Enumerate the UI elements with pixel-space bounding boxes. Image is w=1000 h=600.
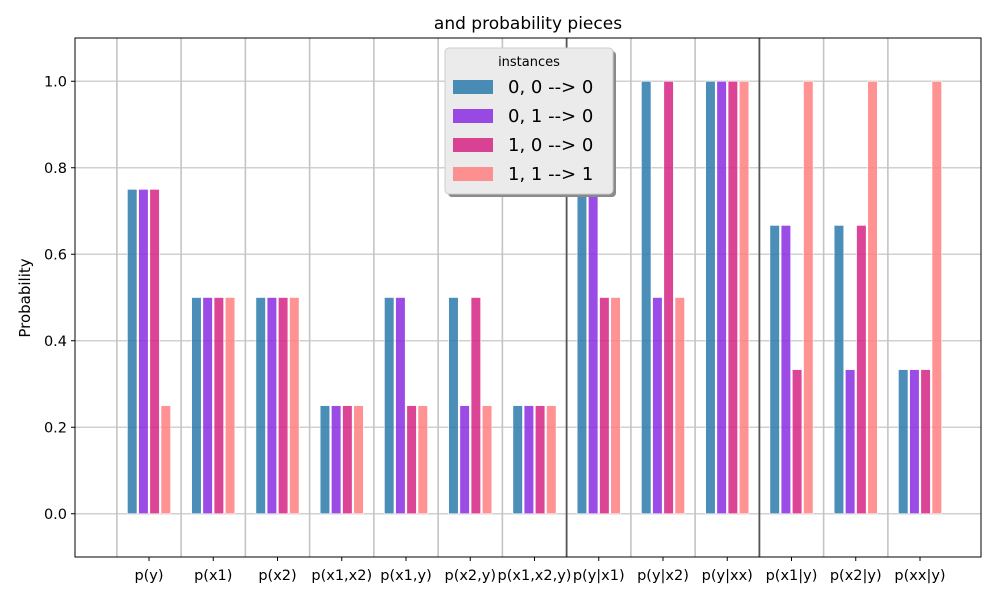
y-ticks-layer: 0.0 0.2 0.4 0.6 0.8 1.0 xyxy=(44,74,75,523)
bar-s3-c1 xyxy=(224,297,236,515)
x-tick-label-12: p(xx|y) xyxy=(894,568,945,584)
legend-label-1: 0, 1 --> 0 xyxy=(508,106,593,127)
bar-s3-c8 xyxy=(674,297,685,515)
plot-frame xyxy=(74,37,982,558)
x-tick-label-0: p(y) xyxy=(134,568,163,584)
bar-s3-c12 xyxy=(931,80,942,515)
bar-s1-c6 xyxy=(523,405,534,515)
bar-s2-c11 xyxy=(856,225,867,515)
bar-s0-c5 xyxy=(448,297,459,515)
bar-s1-c12 xyxy=(909,369,920,515)
legend-title: instances xyxy=(498,55,560,70)
legend-label-0: 0, 0 --> 0 xyxy=(508,77,593,98)
legend-label-3: 1, 1 --> 1 xyxy=(508,164,593,185)
legend-label-2: 1, 0 --> 0 xyxy=(508,135,593,156)
x-tick-label-7: p(y|x1) xyxy=(573,568,625,584)
bar-s2-c7 xyxy=(599,297,610,515)
bar-s3-c9 xyxy=(738,80,750,515)
chart-title: and probability pieces xyxy=(434,14,622,34)
bar-s3-c3 xyxy=(353,405,364,515)
y-tick-label-0: 0.0 xyxy=(44,507,67,523)
bar-s3-c10 xyxy=(803,80,814,515)
legend-swatch-0 xyxy=(453,80,493,94)
bar-s0-c12 xyxy=(898,369,909,515)
bar-s2-c8 xyxy=(663,80,674,515)
x-tick-label-9: p(y|xx) xyxy=(702,568,753,584)
bar-s2-c0 xyxy=(149,189,160,515)
x-tick-label-11: p(x2|y) xyxy=(830,568,882,584)
y-tick-label-1: 0.2 xyxy=(44,420,67,436)
bar-s1-c0 xyxy=(138,189,149,515)
bar-s2-c10 xyxy=(791,369,803,515)
bar-s1-c10 xyxy=(780,225,791,515)
bar-s2-c9 xyxy=(727,80,738,515)
y-tick-label-3: 0.6 xyxy=(44,247,67,263)
bar-s2-c5 xyxy=(470,297,481,515)
bar-s1-c11 xyxy=(845,369,856,515)
legend-swatch-2 xyxy=(453,138,493,152)
bar-s1-c4 xyxy=(395,297,406,515)
bar-s2-c2 xyxy=(277,297,289,515)
bar-s3-c0 xyxy=(160,405,171,515)
y-tick-label-5: 1.0 xyxy=(44,74,67,90)
bar-s1-c2 xyxy=(266,297,278,515)
bar-s3-c11 xyxy=(867,80,878,515)
bar-s2-c3 xyxy=(342,405,353,515)
x-tick-label-6: p(x1,x2,y) xyxy=(498,568,572,584)
y-axis-label: Probability xyxy=(16,258,34,337)
bar-s2-c6 xyxy=(534,405,546,515)
x-tick-label-2: p(x2) xyxy=(258,568,296,584)
x-tick-label-10: p(x1|y) xyxy=(766,568,818,584)
legend-swatch-3 xyxy=(453,167,493,181)
bar-s2-c1 xyxy=(213,297,224,515)
x-ticks-layer: p(y) p(x1) p(x2) p(x1,x2) p(x1,y) p(x2,y) p(x1… xyxy=(134,557,946,584)
bar-s0-c3 xyxy=(319,405,331,515)
bar-s0-c9 xyxy=(705,80,716,515)
bars-layer xyxy=(127,80,942,515)
bar-s2-c4 xyxy=(406,405,417,515)
bar-s1-c5 xyxy=(459,405,470,515)
bar-s2-c12 xyxy=(920,369,931,515)
x-tick-label-4: p(x1,y) xyxy=(380,568,432,584)
bar-s3-c7 xyxy=(610,297,621,515)
y-tick-label-2: 0.4 xyxy=(44,334,67,350)
bar-s1-c3 xyxy=(331,405,342,515)
bar-s0-c10 xyxy=(769,225,780,515)
x-tick-label-1: p(x1) xyxy=(194,568,232,584)
bar-s1-c1 xyxy=(202,297,213,515)
bar-s3-c6 xyxy=(546,405,557,515)
x-tick-label-5: p(x2,y) xyxy=(444,568,496,584)
bar-s0-c11 xyxy=(833,225,845,515)
bar-s0-c6 xyxy=(512,405,523,515)
legend: instances 0, 0 --> 0 0, 1 --> 0 1, 0 --> 0 1… xyxy=(444,47,616,197)
bar-s3-c2 xyxy=(289,297,300,515)
bar-s3-c5 xyxy=(481,405,493,515)
x-tick-label-3: p(x1,x2) xyxy=(311,568,372,584)
bar-s0-c0 xyxy=(127,189,138,515)
bar-s0-c2 xyxy=(255,297,266,515)
legend-swatch-1 xyxy=(453,109,493,123)
bar-s0-c4 xyxy=(384,297,395,515)
x-tick-label-8: p(y|x2) xyxy=(637,568,689,584)
y-tick-label-4: 0.8 xyxy=(44,161,67,177)
bar-s3-c4 xyxy=(417,405,428,515)
bar-s1-c8 xyxy=(652,297,663,515)
bar-s0-c1 xyxy=(191,297,202,515)
bar-s1-c9 xyxy=(716,80,727,515)
bar-s0-c8 xyxy=(641,80,652,515)
